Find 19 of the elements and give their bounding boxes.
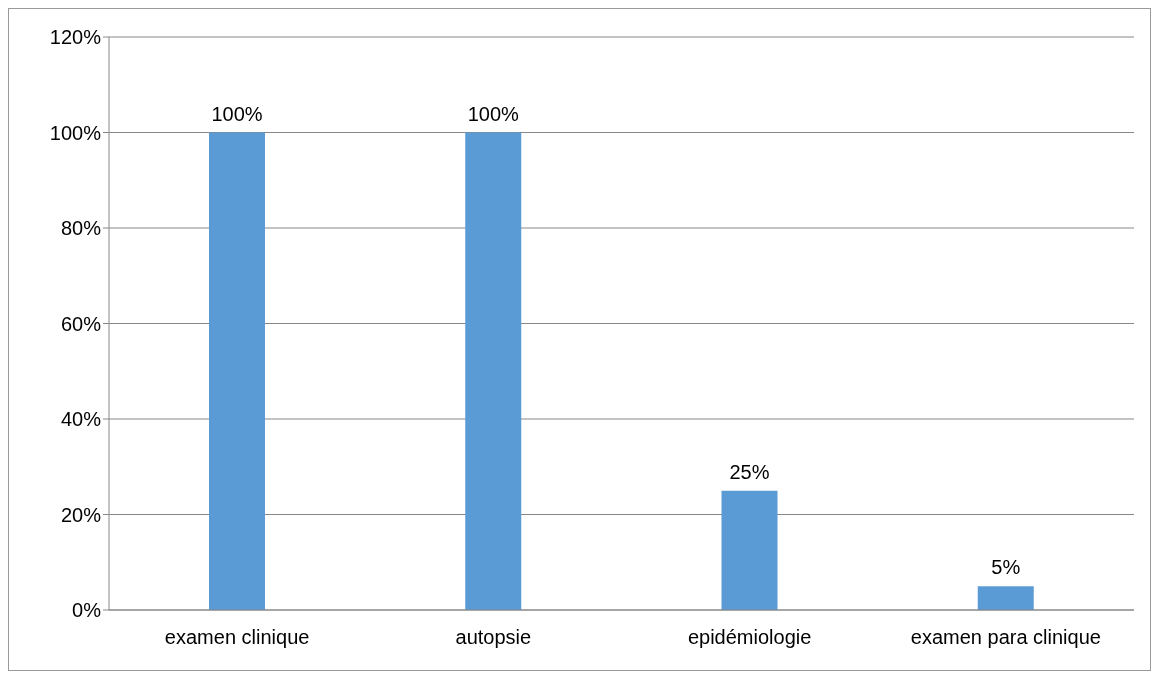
y-tick-label: 80% xyxy=(60,217,102,240)
bar xyxy=(977,586,1034,610)
y-tick-label: 40% xyxy=(60,408,102,431)
data-label: 100% xyxy=(211,102,263,125)
x-tick-label: autopsie xyxy=(455,626,532,649)
x-tick-label: examen clinique xyxy=(164,626,310,649)
y-tick-label: 120% xyxy=(49,26,102,49)
x-tick-label: examen para clinique xyxy=(910,626,1101,649)
x-tick-label: epidémiologie xyxy=(687,626,812,649)
data-label: 25% xyxy=(729,460,770,483)
data-label: 100% xyxy=(467,102,520,125)
data-label: 5% xyxy=(991,556,1021,579)
y-tick-label: 0% xyxy=(72,599,102,622)
bar xyxy=(721,490,778,610)
y-tick-label: 100% xyxy=(49,121,102,144)
bar xyxy=(465,132,522,610)
y-tick-label: 20% xyxy=(60,503,102,526)
y-tick-label: 60% xyxy=(60,312,102,335)
bar xyxy=(209,132,265,610)
